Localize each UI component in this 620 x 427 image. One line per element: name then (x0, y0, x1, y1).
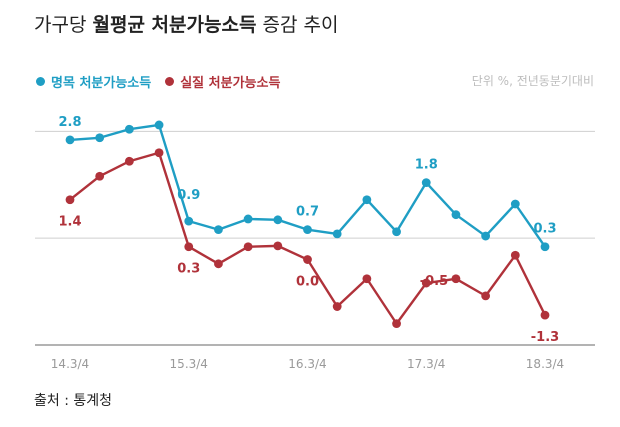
data-label-nominal: 2.8 (58, 115, 81, 130)
x-tick-label: 15.3/4 (170, 357, 208, 371)
data-point-real (303, 255, 312, 264)
data-point-real (481, 291, 491, 301)
data-label-real: -1.3 (531, 330, 559, 345)
data-point-real (65, 195, 75, 205)
legend-label-nominal: 명목 처분가능소득 (51, 76, 152, 91)
legend-dot-real (165, 77, 175, 86)
data-point-real (95, 171, 105, 181)
legend-label-real: 실질 처분가능소득 (180, 76, 281, 91)
data-label-real: 0.3 (177, 262, 200, 277)
data-point-nominal (332, 229, 342, 239)
data-point-nominal (303, 225, 312, 235)
data-point-real (332, 302, 342, 311)
data-point-nominal (154, 120, 164, 130)
data-point-real (510, 250, 520, 260)
data-point-real (124, 156, 134, 166)
unit-note: 단위 %, 전년동분기대비 (471, 74, 594, 88)
data-point-real (421, 278, 431, 288)
x-tick-label: 18.3/4 (526, 357, 564, 371)
data-point-nominal (481, 231, 491, 241)
legend-item-real: 실질 처분가능소득 (165, 72, 280, 91)
title-suffix: 증감 추이 (256, 14, 339, 36)
chart-title: 가구당 월평균 처분가능소득 증감 추이 (34, 10, 338, 37)
data-point-nominal (95, 133, 105, 143)
x-tick-label: 16.3/4 (288, 357, 326, 371)
legend: 명목 처분가능소득 실질 처분가능소득 (36, 72, 294, 91)
x-tick-label: 17.3/4 (407, 357, 445, 371)
data-point-real (184, 242, 194, 252)
data-label-nominal: 1.8 (415, 158, 438, 173)
data-label-nominal: 0.3 (533, 222, 556, 237)
data-point-nominal (65, 135, 75, 145)
source-note: 출처 : 통계청 (34, 393, 113, 409)
data-point-real (214, 259, 223, 269)
data-point-real (362, 274, 372, 284)
data-point-nominal (451, 210, 461, 220)
data-point-nominal (421, 178, 431, 188)
data-point-real (243, 242, 253, 252)
data-point-nominal (273, 215, 283, 225)
title-emphasis: 월평균 처분가능소득 (92, 14, 257, 36)
title-prefix: 가구당 (34, 14, 93, 36)
data-point-nominal (124, 124, 134, 134)
legend-dot-nominal (36, 77, 45, 86)
data-point-real (451, 274, 461, 284)
data-point-nominal (214, 225, 223, 235)
data-point-real (540, 310, 550, 320)
data-point-real (392, 319, 401, 329)
data-point-nominal (392, 227, 401, 237)
data-label-real: -0.5 (420, 274, 448, 289)
data-label-nominal: 0.9 (177, 188, 200, 203)
data-point-nominal (243, 214, 253, 224)
data-label-real: 0.0 (296, 275, 319, 290)
data-point-nominal (540, 242, 550, 252)
data-point-real (273, 241, 283, 251)
data-label-real: 1.4 (58, 215, 81, 230)
x-tick-label: 14.3/4 (51, 357, 89, 371)
legend-item-nominal: 명목 처분가능소득 (36, 72, 151, 91)
data-point-nominal (362, 195, 372, 205)
data-point-nominal (184, 216, 194, 226)
data-point-nominal (510, 199, 520, 209)
data-label-nominal: 0.7 (296, 205, 319, 220)
data-point-real (154, 148, 164, 158)
